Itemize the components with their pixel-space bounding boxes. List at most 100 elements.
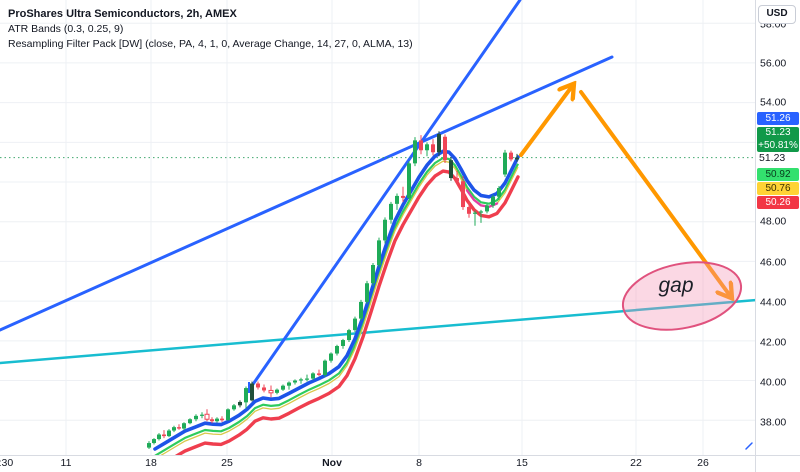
candle-body bbox=[232, 405, 236, 410]
candle-body bbox=[425, 144, 429, 151]
candle-body bbox=[407, 163, 411, 198]
price-tick-label: 40.00 bbox=[760, 377, 786, 389]
time-tick-label: 18 bbox=[145, 457, 157, 469]
candle-body bbox=[226, 409, 230, 421]
candle-body bbox=[413, 140, 417, 164]
scroll-to-realtime-icon[interactable] bbox=[745, 442, 753, 450]
candle bbox=[515, 153, 519, 162]
candle bbox=[262, 384, 266, 393]
time-tick-label: 9:30 bbox=[0, 457, 13, 469]
time-tick-label: 11 bbox=[61, 457, 72, 469]
candle-body bbox=[275, 389, 279, 393]
indicator-resampling-filter-label[interactable]: Resampling Filter Pack [DW] (close, PA, … bbox=[8, 38, 413, 50]
candle bbox=[491, 194, 495, 208]
plot-area[interactable]: gap bbox=[0, 0, 757, 469]
candle bbox=[268, 385, 274, 398]
gap-ellipse[interactable] bbox=[617, 252, 748, 340]
candle bbox=[317, 369, 321, 377]
candle-body bbox=[287, 382, 291, 386]
mid-band-line-alt-color bbox=[465, 189, 499, 209]
teal-trendline[interactable] bbox=[0, 298, 757, 365]
candle-body bbox=[204, 413, 210, 420]
last-price-value: 51.23 bbox=[765, 127, 791, 138]
candle bbox=[293, 379, 297, 385]
last-price-badge: 51.23 +50.81% bbox=[757, 127, 799, 152]
candle-body bbox=[431, 144, 435, 153]
chart-legend: ProShares Ultra Semiconductors, 2h, AMEX… bbox=[8, 7, 413, 51]
candle-body bbox=[329, 353, 333, 361]
candle-body bbox=[293, 380, 297, 383]
candle bbox=[147, 441, 151, 450]
candle-body bbox=[172, 427, 176, 431]
candle-body bbox=[497, 187, 501, 197]
candle bbox=[172, 425, 176, 433]
indicator-atr-bands-label[interactable]: ATR Bands (0.3, 0.25, 9) bbox=[8, 23, 124, 35]
symbol-title[interactable]: ProShares Ultra Semiconductors, 2h, AMEX bbox=[8, 8, 237, 20]
candle-body bbox=[152, 439, 156, 444]
candle bbox=[407, 160, 411, 200]
filter-line bbox=[153, 149, 520, 451]
candle-body bbox=[305, 378, 309, 380]
candle bbox=[371, 263, 375, 287]
candle bbox=[413, 137, 417, 167]
candle-body bbox=[220, 418, 224, 421]
candle bbox=[455, 170, 459, 185]
candle bbox=[377, 237, 381, 268]
blue-trendline-steep[interactable] bbox=[247, 0, 522, 392]
candle-body bbox=[365, 283, 369, 302]
gap-label: gap bbox=[658, 274, 693, 297]
time-axis-panel[interactable] bbox=[0, 455, 800, 472]
price-level-label: 51.23 bbox=[759, 152, 786, 164]
currency-unit-button[interactable]: USD bbox=[758, 5, 796, 24]
candle-body bbox=[256, 383, 260, 388]
candle bbox=[232, 403, 236, 411]
candle-body bbox=[250, 383, 254, 401]
candle bbox=[419, 135, 423, 155]
candle bbox=[177, 424, 181, 430]
candle bbox=[359, 299, 363, 321]
candle bbox=[275, 388, 279, 395]
time-tick-label: 15 bbox=[516, 457, 528, 469]
candle bbox=[389, 201, 393, 224]
candle-body bbox=[473, 212, 477, 214]
price-tick-label: 44.00 bbox=[760, 297, 786, 309]
candle bbox=[305, 374, 309, 382]
candle-body bbox=[299, 379, 303, 381]
candle-body bbox=[238, 401, 242, 406]
candle bbox=[467, 201, 471, 218]
time-tick-label: 26 bbox=[697, 457, 709, 469]
candle-body bbox=[485, 205, 489, 212]
candle bbox=[256, 381, 260, 390]
candle bbox=[353, 316, 357, 333]
projection-arrow-up[interactable] bbox=[519, 85, 573, 157]
price-axis-panel[interactable] bbox=[755, 0, 800, 472]
candle-body bbox=[515, 157, 519, 160]
candle-body bbox=[383, 219, 387, 241]
price-tick-label: 38.00 bbox=[760, 417, 786, 429]
filter-value-badge: 51.26 bbox=[757, 112, 799, 125]
candle-body bbox=[311, 373, 315, 379]
candle bbox=[200, 412, 204, 419]
candle bbox=[204, 409, 210, 422]
candle-body bbox=[147, 443, 151, 448]
candle bbox=[287, 381, 291, 390]
blue-trendline-medium[interactable] bbox=[0, 55, 614, 332]
candle bbox=[215, 417, 219, 423]
candle-body bbox=[353, 318, 357, 331]
candle-body bbox=[281, 385, 285, 390]
time-tick-label: 25 bbox=[221, 457, 233, 469]
candle bbox=[250, 381, 254, 402]
candle-body bbox=[449, 160, 453, 179]
gap-ellipse-group[interactable] bbox=[617, 252, 748, 340]
candle bbox=[383, 217, 387, 244]
candle-body bbox=[262, 387, 266, 391]
candle-body bbox=[395, 195, 399, 204]
candle bbox=[152, 438, 156, 445]
low-band-badge: 50.26 bbox=[757, 196, 799, 209]
candle bbox=[157, 433, 161, 441]
candle bbox=[401, 186, 405, 202]
candle bbox=[299, 377, 303, 384]
candle-body bbox=[455, 178, 459, 182]
